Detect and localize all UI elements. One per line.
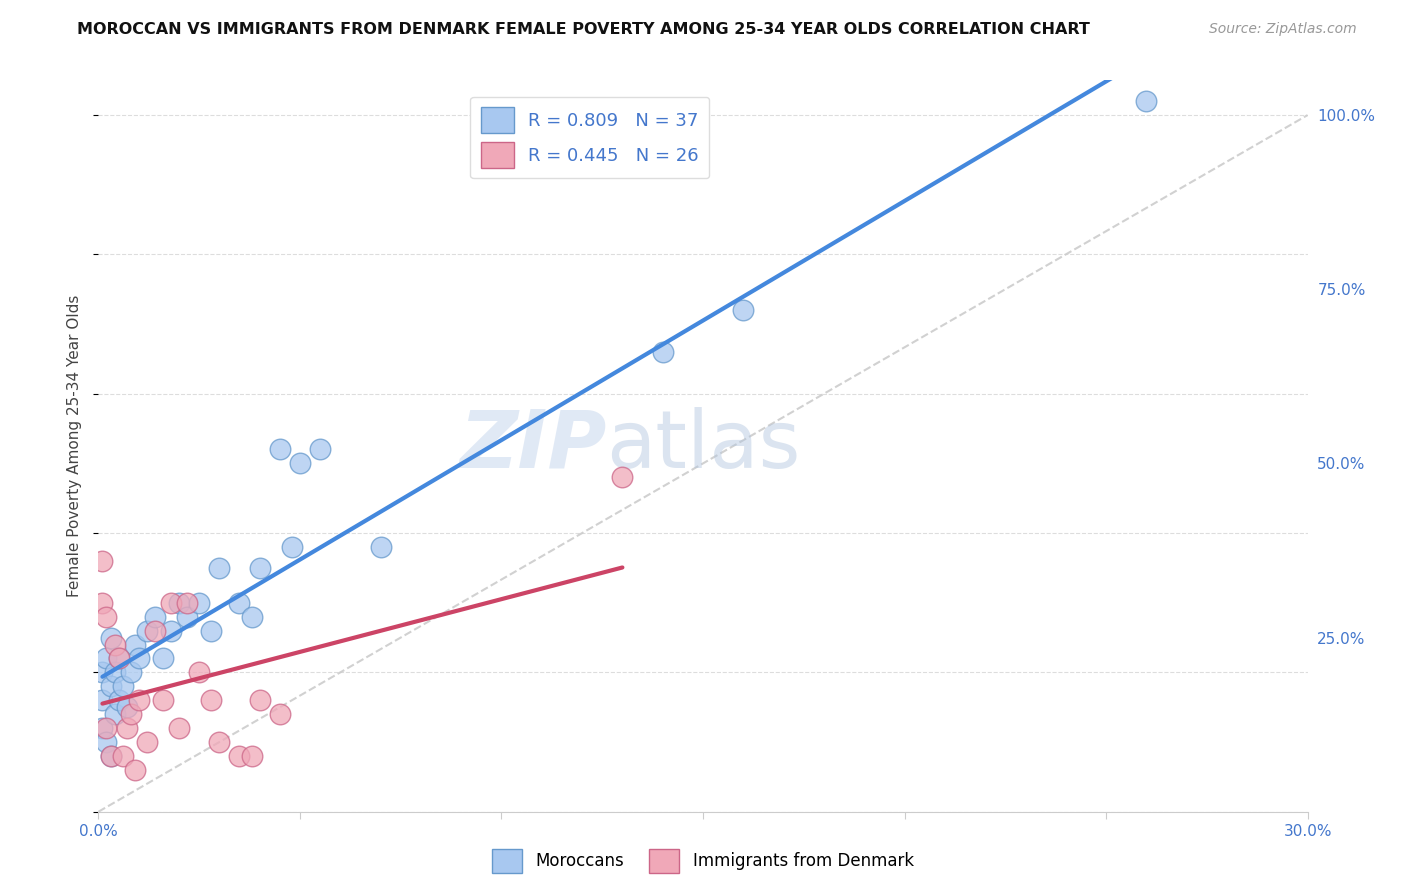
Point: [651, 345, 673, 359]
Point: [107, 651, 129, 665]
Point: [115, 721, 138, 735]
Point: [143, 624, 166, 638]
Point: [96, 721, 118, 735]
Point: [281, 540, 304, 554]
Point: [200, 624, 222, 638]
Point: [269, 707, 291, 722]
Point: [188, 596, 211, 610]
Point: [124, 763, 146, 777]
Point: [128, 693, 150, 707]
Point: [107, 651, 129, 665]
Point: [100, 749, 122, 764]
Point: [120, 665, 142, 680]
Legend: Moroccans, Immigrants from Denmark: Moroccans, Immigrants from Denmark: [485, 842, 921, 880]
Point: [107, 693, 129, 707]
Point: [160, 596, 183, 610]
Point: [96, 735, 118, 749]
Point: [103, 638, 125, 652]
Point: [143, 609, 166, 624]
Text: MOROCCAN VS IMMIGRANTS FROM DENMARK FEMALE POVERTY AMONG 25-34 YEAR OLDS CORRELA: MOROCCAN VS IMMIGRANTS FROM DENMARK FEMA…: [77, 22, 1090, 37]
Point: [167, 596, 190, 610]
Point: [100, 679, 122, 693]
Point: [100, 631, 122, 645]
Point: [167, 721, 190, 735]
Point: [1135, 94, 1157, 108]
Point: [733, 303, 755, 318]
Point: [208, 561, 231, 575]
Point: [309, 442, 332, 457]
Y-axis label: Female Poverty Among 25-34 Year Olds: Female Poverty Among 25-34 Year Olds: [67, 295, 83, 597]
Point: [249, 693, 271, 707]
Point: [100, 749, 122, 764]
Point: [176, 609, 198, 624]
Point: [135, 624, 157, 638]
Text: ZIP: ZIP: [458, 407, 606, 485]
Point: [91, 596, 114, 610]
Point: [160, 624, 183, 638]
Point: [115, 700, 138, 714]
Point: [91, 693, 114, 707]
Point: [96, 609, 118, 624]
Point: [91, 554, 114, 568]
Point: [96, 651, 118, 665]
Point: [91, 721, 114, 735]
Legend: R = 0.809   N = 37, R = 0.445   N = 26: R = 0.809 N = 37, R = 0.445 N = 26: [470, 96, 710, 178]
Point: [269, 442, 291, 457]
Point: [111, 679, 134, 693]
Point: [103, 707, 125, 722]
Point: [228, 596, 250, 610]
Point: [240, 609, 263, 624]
Point: [152, 693, 174, 707]
Point: [176, 596, 198, 610]
Point: [128, 651, 150, 665]
Point: [120, 707, 142, 722]
Point: [370, 540, 392, 554]
Point: [188, 665, 211, 680]
Text: Source: ZipAtlas.com: Source: ZipAtlas.com: [1209, 22, 1357, 37]
Point: [249, 561, 271, 575]
Point: [200, 693, 222, 707]
Point: [208, 735, 231, 749]
Text: atlas: atlas: [606, 407, 800, 485]
Point: [111, 749, 134, 764]
Point: [240, 749, 263, 764]
Point: [152, 651, 174, 665]
Point: [135, 735, 157, 749]
Point: [612, 470, 634, 484]
Point: [288, 457, 311, 471]
Point: [124, 638, 146, 652]
Point: [91, 665, 114, 680]
Point: [228, 749, 250, 764]
Point: [103, 665, 125, 680]
